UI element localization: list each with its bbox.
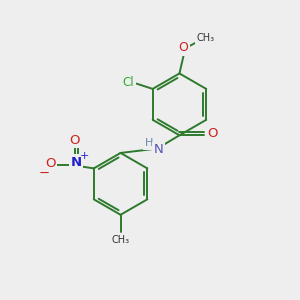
Text: CH₃: CH₃ xyxy=(112,235,130,244)
Text: H: H xyxy=(145,138,153,148)
Text: O: O xyxy=(69,134,80,147)
Text: O: O xyxy=(208,127,218,140)
Text: N: N xyxy=(154,143,164,157)
Text: −: − xyxy=(39,167,50,180)
Text: CH₃: CH₃ xyxy=(197,33,215,43)
Text: Cl: Cl xyxy=(122,76,134,88)
Text: +: + xyxy=(80,151,90,161)
Text: O: O xyxy=(45,158,56,170)
Text: N: N xyxy=(70,156,82,169)
Text: O: O xyxy=(178,41,188,54)
